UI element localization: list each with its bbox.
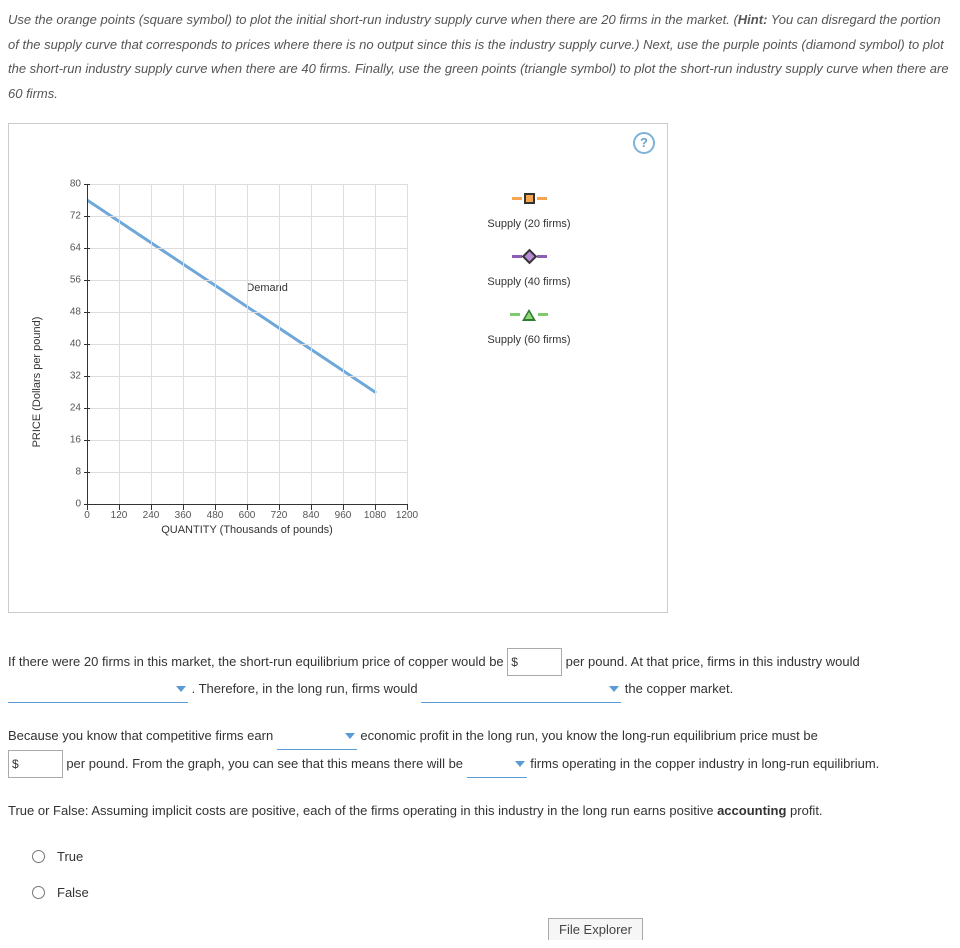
legend-item-supply-40[interactable]: Supply (40 firms)	[459, 248, 599, 288]
question-1: If there were 20 firms in this market, t…	[8, 648, 952, 703]
x-axis-label: QUANTITY (Thousands of pounds)	[161, 524, 333, 536]
demand-label: Demand	[246, 282, 288, 294]
q2-dropdown-firms[interactable]	[467, 751, 527, 778]
y-tick-label: 16	[70, 434, 81, 445]
x-tick-label: 720	[271, 510, 288, 521]
legend-item-supply-20[interactable]: Supply (20 firms)	[459, 190, 599, 230]
triangle-icon	[459, 306, 599, 324]
x-tick-label: 600	[239, 510, 256, 521]
radio-true[interactable]: True	[32, 844, 952, 870]
q2-price-field[interactable]	[19, 757, 59, 771]
y-axis-label: PRICE (Dollars per pound)	[31, 316, 43, 447]
y-tick-label: 56	[70, 274, 81, 285]
radio-label: True	[57, 844, 83, 870]
square-icon	[459, 190, 599, 208]
q1-dropdown-entry[interactable]	[421, 676, 621, 703]
dollar-sign: $	[511, 655, 518, 669]
x-tick-label: 840	[303, 510, 320, 521]
chevron-down-icon	[345, 733, 355, 739]
q1-price-input[interactable]: $	[507, 648, 562, 676]
radio-false[interactable]: False	[32, 880, 952, 906]
q2-mid2: per pound. From the graph, you can see t…	[66, 756, 466, 771]
y-tick-label: 8	[75, 466, 81, 477]
chevron-down-icon	[176, 686, 186, 692]
q1-mid2: . Therefore, in the long run, firms woul…	[192, 681, 422, 696]
q3-radio-group: True False	[8, 844, 952, 906]
question-body: If there were 20 firms in this market, t…	[8, 648, 952, 906]
x-tick-label: 960	[335, 510, 352, 521]
y-tick-label: 80	[70, 178, 81, 189]
q2-mid1: economic profit in the long run, you kno…	[360, 728, 817, 743]
x-tick-label: 360	[175, 510, 192, 521]
y-tick-label: 32	[70, 370, 81, 381]
bottom-area: File Explorer	[8, 916, 952, 940]
q2-price-input[interactable]: $	[8, 750, 63, 778]
legend-label: Supply (40 firms)	[459, 276, 599, 288]
chart-container: ? Demand 0 8 16 24 32 40 48 56 64 72 80 0 120 240 360 4…	[8, 123, 668, 613]
radio-input-true[interactable]	[32, 850, 45, 863]
q1-post: the copper market.	[625, 681, 733, 696]
q1-price-field[interactable]	[518, 655, 558, 669]
y-tick-label: 40	[70, 338, 81, 349]
x-tick-label: 120	[111, 510, 128, 521]
y-tick-label: 72	[70, 210, 81, 221]
x-tick-label: 1080	[364, 510, 386, 521]
y-tick-label: 64	[70, 242, 81, 253]
q2-pre: Because you know that competitive firms …	[8, 728, 277, 743]
legend-label: Supply (20 firms)	[459, 218, 599, 230]
help-icon[interactable]: ?	[633, 132, 655, 154]
q2-post: firms operating in the copper industry i…	[530, 756, 879, 771]
x-tick-label: 1200	[396, 510, 418, 521]
q1-pre: If there were 20 firms in this market, t…	[8, 654, 507, 669]
q2-dropdown-profit[interactable]	[277, 723, 357, 750]
question-3-prompt: True or False: Assuming implicit costs a…	[8, 798, 952, 824]
y-tick-label: 48	[70, 306, 81, 317]
x-tick-label: 0	[84, 510, 90, 521]
instructions-text: Use the orange points (square symbol) to…	[8, 8, 952, 107]
plot-area[interactable]: Demand 081624324048566472800120240360480…	[87, 184, 407, 504]
legend-label: Supply (60 firms)	[459, 334, 599, 346]
dollar-sign: $	[12, 757, 19, 771]
radio-label: False	[57, 880, 89, 906]
diamond-icon	[459, 248, 599, 266]
q3-text: True or False: Assuming implicit costs a…	[8, 803, 823, 818]
y-tick-label: 24	[70, 402, 81, 413]
y-tick-label: 0	[75, 498, 81, 509]
x-tick-label: 240	[143, 510, 160, 521]
question-2: Because you know that competitive firms …	[8, 723, 952, 778]
q1-mid1: per pound. At that price, firms in this …	[566, 654, 860, 669]
legend-item-supply-60[interactable]: Supply (60 firms)	[459, 306, 599, 346]
chart-legend: Supply (20 firms) Supply (40 firms) Supply…	[459, 190, 599, 364]
x-tick-label: 480	[207, 510, 224, 521]
q1-dropdown-profit[interactable]	[8, 676, 188, 703]
chevron-down-icon	[609, 686, 619, 692]
radio-input-false[interactable]	[32, 886, 45, 899]
chart-inner: Demand 0 8 16 24 32 40 48 56 64 72 80 0 120 240 360 480…	[29, 172, 647, 592]
chevron-down-icon	[515, 761, 525, 767]
taskbar-file-explorer[interactable]: File Explorer	[548, 918, 643, 940]
